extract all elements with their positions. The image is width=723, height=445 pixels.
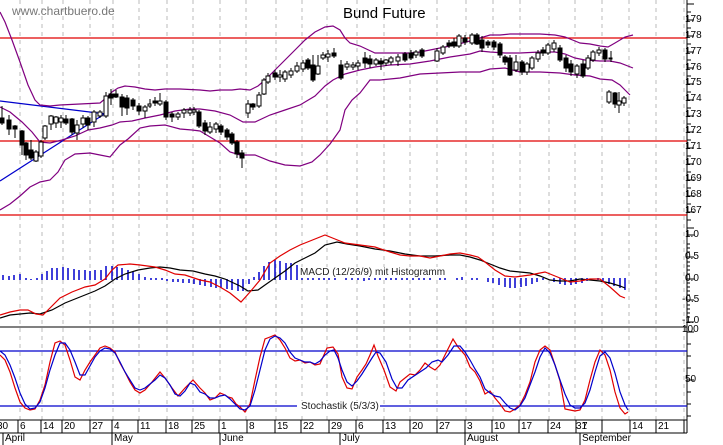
date-tick: 17 bbox=[521, 421, 533, 432]
price-tick: 177 bbox=[685, 46, 702, 57]
date-tick: 4 bbox=[114, 421, 120, 432]
price-tick: 171 bbox=[685, 141, 702, 152]
vertical-grid bbox=[19, 0, 685, 433]
stoch-tick: 100 bbox=[682, 324, 699, 335]
macd-tick: -0.5 bbox=[682, 294, 700, 305]
date-tick: 8 bbox=[249, 421, 255, 432]
month-label: September bbox=[582, 433, 631, 444]
date-tick: 27 bbox=[92, 421, 104, 432]
stoch-tick: 50 bbox=[685, 374, 697, 385]
date-tick: 30 bbox=[0, 421, 9, 432]
date-tick: 20 bbox=[64, 421, 76, 432]
macd-tick: 0.0 bbox=[685, 273, 699, 284]
bollinger-bands bbox=[0, 11, 634, 211]
month-label: August bbox=[467, 433, 499, 444]
date-tick: 15 bbox=[277, 421, 289, 432]
month-label: May bbox=[114, 433, 133, 444]
date-tick: 21 bbox=[658, 421, 670, 432]
price-tick: 175 bbox=[685, 77, 702, 88]
date-tick: 14 bbox=[43, 421, 55, 432]
date-tick: 6 bbox=[20, 421, 26, 432]
macd-tick: 1.0 bbox=[685, 229, 699, 240]
price-tick: 169 bbox=[685, 173, 702, 184]
date-tick: 13 bbox=[385, 421, 397, 432]
month-label: July bbox=[342, 433, 360, 444]
stochastic-label: Stochastik (5/3/3) bbox=[300, 401, 380, 412]
date-tick: 29 bbox=[331, 421, 343, 432]
signal-line bbox=[0, 234, 626, 316]
stoch-d-line bbox=[0, 335, 629, 411]
price-tick: 174 bbox=[685, 93, 702, 104]
macd-tick: 0.5 bbox=[685, 251, 699, 262]
watermark: www.chartbuero.de bbox=[12, 4, 115, 18]
date-tick: 22 bbox=[303, 421, 315, 432]
month-label: April bbox=[5, 433, 26, 444]
date-tick: 7 bbox=[582, 421, 588, 432]
price-tick: 179 bbox=[685, 14, 702, 25]
support-resistance-lines bbox=[0, 37, 687, 216]
date-tick: 20 bbox=[412, 421, 424, 432]
stoch-reference-lines bbox=[0, 350, 687, 407]
price-tick: 170 bbox=[685, 157, 702, 168]
macd-label: MACD (12/26/9) mit Histogramm bbox=[299, 267, 447, 278]
date-tick: 10 bbox=[494, 421, 506, 432]
price-tick: 173 bbox=[685, 109, 702, 120]
candlesticks bbox=[0, 33, 627, 168]
bollinger-middle bbox=[0, 50, 634, 144]
price-tick: 176 bbox=[685, 62, 702, 73]
bollinger-lower bbox=[0, 67, 631, 211]
date-tick: 27 bbox=[439, 421, 451, 432]
stoch-k-line bbox=[0, 334, 629, 415]
date-tick: 1 bbox=[221, 421, 227, 432]
date-tick: 6 bbox=[358, 421, 364, 432]
macd-tick: -1.0 bbox=[682, 315, 700, 326]
macd-lines bbox=[0, 234, 626, 319]
price-tick: 178 bbox=[685, 30, 702, 41]
price-tick: 172 bbox=[685, 125, 702, 136]
date-tick: 18 bbox=[168, 421, 180, 432]
month-label: June bbox=[222, 433, 244, 444]
price-tick: 168 bbox=[685, 189, 702, 200]
bollinger-upper bbox=[0, 11, 634, 107]
price-tick: 167 bbox=[685, 205, 702, 216]
date-tick: 14 bbox=[632, 421, 644, 432]
date-tick: 25 bbox=[194, 421, 206, 432]
date-tick: 3 bbox=[467, 421, 473, 432]
right-axis bbox=[686, 0, 694, 420]
date-tick: 11 bbox=[140, 421, 151, 432]
chart-title: Bund Future bbox=[343, 5, 426, 22]
date-tick: 31 bbox=[576, 421, 588, 432]
date-tick: 24 bbox=[550, 421, 562, 432]
date-axis-frame bbox=[0, 419, 688, 445]
stoch-lines bbox=[0, 334, 629, 415]
